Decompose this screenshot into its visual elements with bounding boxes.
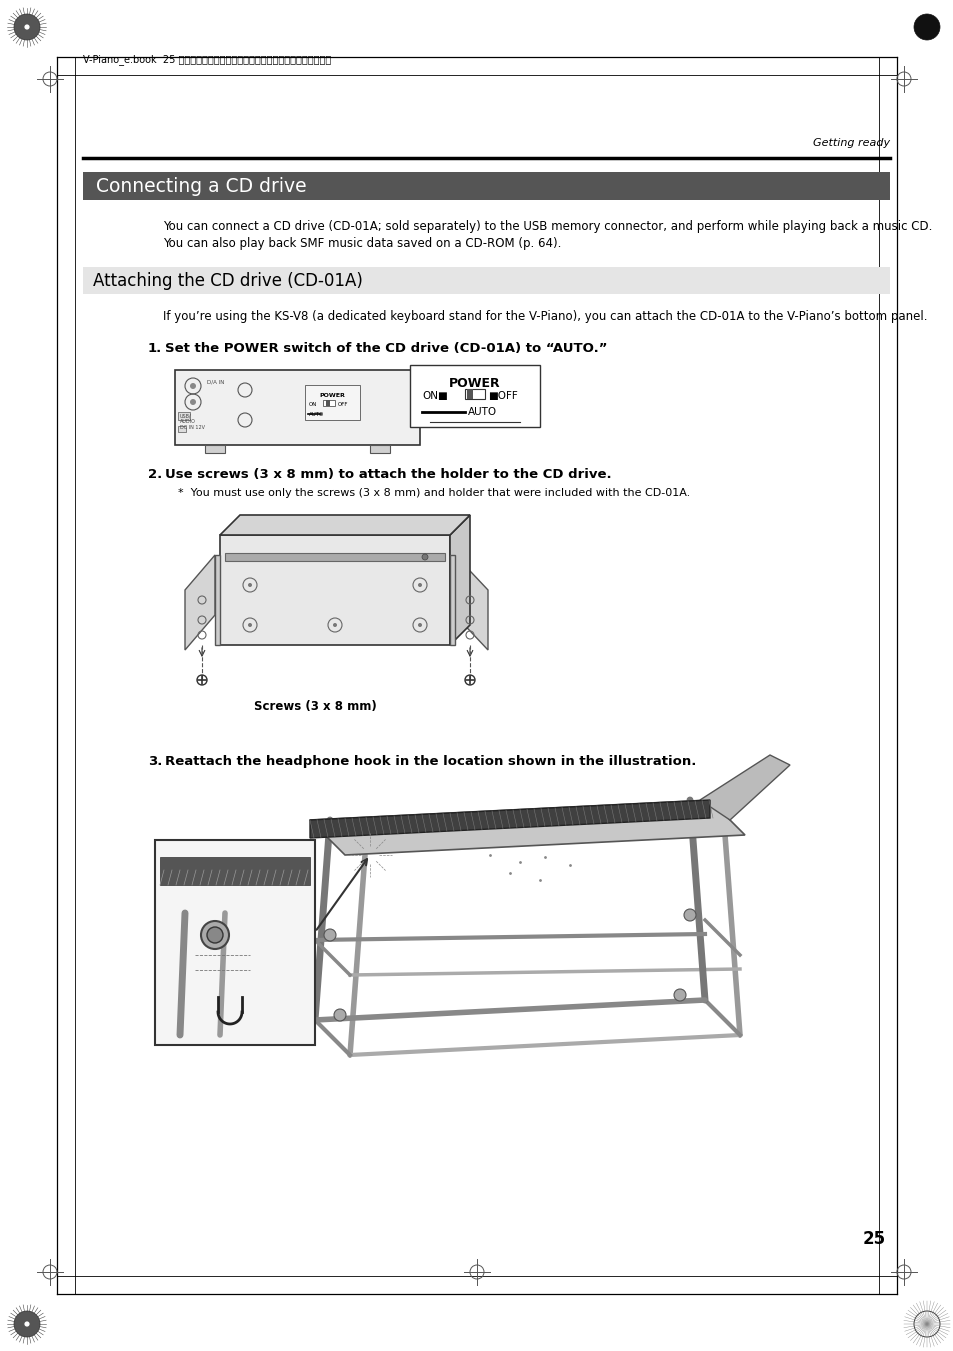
Circle shape (25, 24, 30, 30)
Circle shape (417, 623, 421, 627)
Bar (326, 400, 330, 407)
Text: USB/
AUDIO: USB/ AUDIO (180, 413, 195, 424)
Bar (178, 412, 190, 420)
Text: 1.: 1. (148, 342, 162, 355)
Bar (464, 389, 484, 399)
Bar (305, 385, 359, 420)
Circle shape (248, 584, 252, 586)
Circle shape (190, 399, 195, 405)
Bar (467, 389, 473, 399)
Text: *  You must use only the screws (3 x 8 mm) and holder that were included with th: * You must use only the screws (3 x 8 mm… (178, 488, 690, 499)
Circle shape (14, 14, 40, 41)
Text: DC IN 12V: DC IN 12V (180, 426, 205, 430)
Text: Getting ready: Getting ready (812, 138, 889, 149)
Circle shape (201, 921, 229, 948)
Text: You can also play back SMF music data saved on a CD-ROM (p. 64).: You can also play back SMF music data sa… (163, 236, 560, 250)
Text: 2.: 2. (148, 467, 162, 481)
Polygon shape (310, 800, 709, 838)
Bar (178, 426, 186, 432)
Text: Reattach the headphone hook in the location shown in the illustration.: Reattach the headphone hook in the locat… (165, 755, 696, 767)
Polygon shape (310, 800, 744, 855)
Text: Set the POWER switch of the CD drive (CD-01A) to “AUTO.”: Set the POWER switch of the CD drive (CD… (165, 342, 607, 355)
Bar (410, 365, 539, 427)
Circle shape (324, 929, 335, 942)
Bar (220, 535, 450, 644)
Circle shape (190, 382, 195, 389)
Bar (83, 267, 889, 295)
Circle shape (25, 1321, 30, 1327)
Text: Screws (3 x 8 mm): Screws (3 x 8 mm) (253, 700, 376, 713)
Text: AUTO: AUTO (468, 407, 497, 417)
Text: POWER: POWER (449, 377, 500, 390)
Polygon shape (450, 555, 455, 644)
Polygon shape (185, 555, 214, 650)
Circle shape (417, 584, 421, 586)
Text: D/A IN: D/A IN (207, 380, 224, 385)
Bar (205, 444, 225, 453)
Bar (154, 840, 314, 1046)
Text: POWER: POWER (319, 393, 345, 399)
Circle shape (683, 909, 696, 921)
Bar (174, 370, 419, 444)
Text: V-Piano_e.book  25 ページ　２００９年１月２８日　水曜日　午前９時１０分: V-Piano_e.book 25 ページ ２００９年１月２８日 水曜日 午前９… (83, 54, 331, 65)
Bar (323, 400, 335, 407)
Circle shape (14, 1310, 40, 1337)
Text: OFF: OFF (337, 403, 348, 407)
Text: You can connect a CD drive (CD-01A; sold separately) to the USB memory connector: You can connect a CD drive (CD-01A; sold… (163, 220, 931, 232)
Text: ■OFF: ■OFF (488, 390, 517, 401)
Circle shape (248, 623, 252, 627)
Text: ON: ON (309, 403, 317, 407)
Circle shape (913, 14, 939, 41)
Polygon shape (700, 755, 789, 820)
Text: Connecting a CD drive: Connecting a CD drive (96, 177, 306, 196)
Polygon shape (214, 555, 220, 644)
Bar (225, 553, 444, 561)
Bar (83, 172, 889, 200)
Bar (160, 857, 310, 885)
Text: Attaching the CD drive (CD-01A): Attaching the CD drive (CD-01A) (92, 272, 362, 289)
Circle shape (421, 554, 428, 561)
Circle shape (673, 989, 685, 1001)
Circle shape (334, 1009, 346, 1021)
Text: ON■: ON■ (421, 390, 447, 401)
Text: AUTO: AUTO (309, 412, 324, 417)
Circle shape (207, 927, 223, 943)
Text: 25: 25 (862, 1229, 884, 1248)
Text: Use screws (3 x 8 mm) to attach the holder to the CD drive.: Use screws (3 x 8 mm) to attach the hold… (165, 467, 611, 481)
Circle shape (333, 623, 336, 627)
Polygon shape (450, 515, 470, 644)
Polygon shape (455, 555, 488, 650)
Polygon shape (220, 515, 470, 535)
Bar (370, 444, 390, 453)
Text: 3.: 3. (148, 755, 162, 767)
Text: If you’re using the KS-V8 (a dedicated keyboard stand for the V-Piano), you can : If you’re using the KS-V8 (a dedicated k… (163, 309, 926, 323)
